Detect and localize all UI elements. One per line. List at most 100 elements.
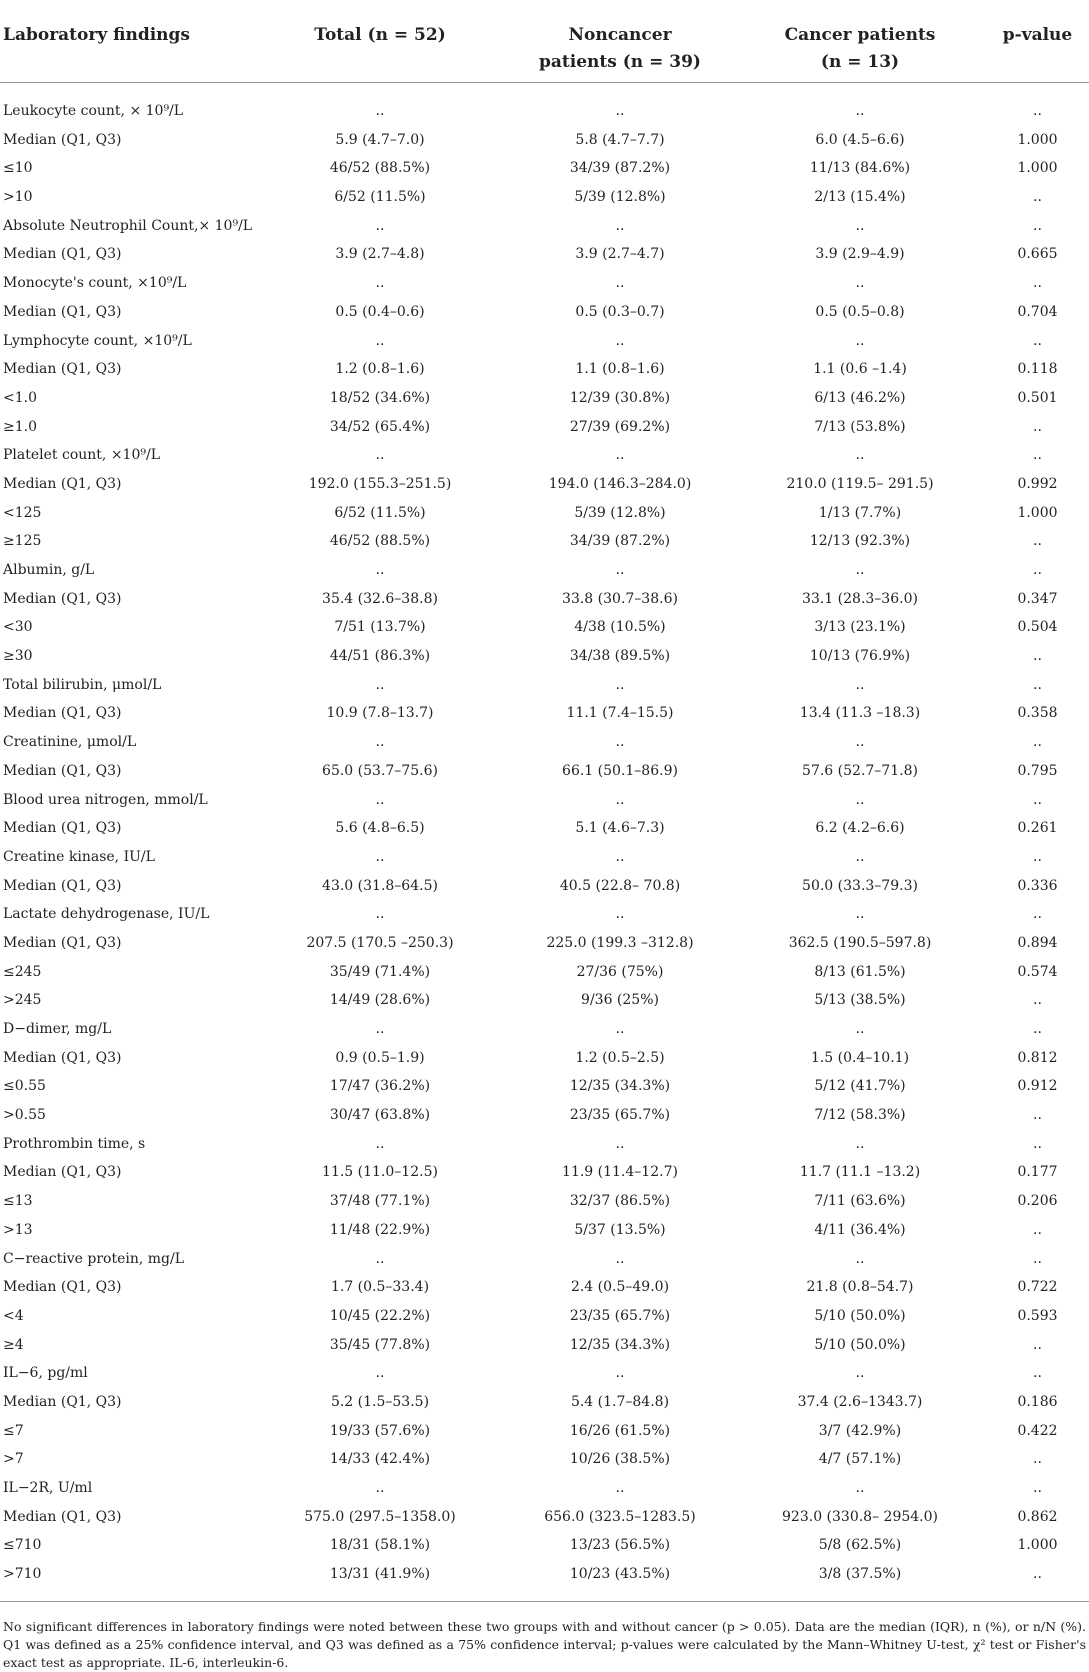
cell-p-value: .. xyxy=(1033,1365,1042,1382)
cell-cancer: 2/13 (15.4%) xyxy=(814,189,906,206)
cell-cancer: .. xyxy=(855,906,865,923)
cell-p-value: 0.504 xyxy=(1017,619,1058,636)
cell-noncancer: .. xyxy=(615,332,625,349)
cell-p-value: 0.206 xyxy=(1017,1193,1058,1210)
row-label: Median (Q1, Q3) xyxy=(3,303,122,320)
cell-cancer: 210.0 (119.5– 291.5) xyxy=(786,475,934,492)
cell-cancer: 3/13 (23.1%) xyxy=(814,619,906,636)
table-row: >245 14/49 (28.6%) 9/36 (25%) 5/13 (38.5%).… xyxy=(0,986,1089,1015)
cell-noncancer: 1.2 (0.5–2.5) xyxy=(575,1049,665,1066)
cell-noncancer: 27/36 (75%) xyxy=(576,963,664,980)
table-row: >0.55 30/47 (63.8%) 23/35 (65.7%) 7/12 (58.… xyxy=(0,1101,1089,1130)
row-label: Median (Q1, Q3) xyxy=(3,820,122,837)
table-row: Median (Q1, Q3) 5.6 (4.8–6.5) 5.1 (4.6–7.3… xyxy=(0,814,1089,843)
cell-cancer: .. xyxy=(855,791,865,808)
cell-total: 5.6 (4.8–6.5) xyxy=(335,820,425,837)
table-row: Median (Q1, Q3) 0.5 (0.4–0.6) 0.5 (0.3–0.7… xyxy=(0,298,1089,327)
cell-total: .. xyxy=(375,676,385,693)
cell-noncancer: 13/23 (56.5%) xyxy=(569,1537,671,1554)
cell-noncancer: 23/35 (65.7%) xyxy=(569,1307,671,1324)
row-label: ≤0.55 xyxy=(3,1078,46,1095)
row-label: <1.0 xyxy=(3,389,37,406)
row-label: Median (Q1, Q3) xyxy=(3,934,122,951)
cell-total: .. xyxy=(375,791,385,808)
cell-p-value: 0.261 xyxy=(1017,820,1058,837)
table-row: Median (Q1, Q3) 192.0 (155.3–251.5) 194.0 … xyxy=(0,470,1089,499)
cell-noncancer: .. xyxy=(615,676,625,693)
cell-p-value: .. xyxy=(1033,734,1042,751)
table-row: ≤710 18/31 (58.1%) 13/23 (56.5%) 5/8 (62.5%… xyxy=(0,1531,1089,1560)
table-row: ≤245 35/49 (71.4%) 27/36 (75%) 8/13 (61.5%)… xyxy=(0,958,1089,987)
cell-total: .. xyxy=(375,103,385,119)
cell-p-value: 1.000 xyxy=(1017,160,1058,177)
cell-noncancer: 11.9 (11.4–12.7) xyxy=(562,1164,678,1181)
cell-noncancer: .. xyxy=(615,1365,625,1382)
cell-total: 10.9 (7.8–13.7) xyxy=(326,705,434,722)
lab-findings-table: Laboratory findings Total (n = 52) Nonca… xyxy=(0,12,1089,1672)
cell-p-value: .. xyxy=(1033,848,1042,865)
cell-total: 5.9 (4.7–7.0) xyxy=(335,131,425,148)
cell-cancer: 3/8 (37.5%) xyxy=(818,1566,902,1583)
cell-cancer: .. xyxy=(855,447,865,464)
cell-p-value: 0.422 xyxy=(1017,1422,1058,1439)
cell-cancer: .. xyxy=(855,332,865,349)
cell-noncancer: 16/26 (61.5%) xyxy=(569,1422,671,1439)
header-noncancer: Noncancer patients (n = 39) xyxy=(505,22,735,76)
table-row: C−reactive protein, mg/L........ xyxy=(0,1245,1089,1274)
cell-p-value: .. xyxy=(1033,1336,1042,1353)
cell-total: 35/45 (77.8%) xyxy=(329,1336,431,1353)
cell-p-value: 0.574 xyxy=(1017,963,1058,980)
cell-noncancer: 32/37 (86.5%) xyxy=(569,1193,671,1210)
cell-total: .. xyxy=(375,734,385,751)
cell-total: 35/49 (71.4%) xyxy=(329,963,431,980)
row-label: ≤7 xyxy=(3,1422,24,1439)
cell-p-value: .. xyxy=(1033,275,1042,292)
header-noncancer-line1: Noncancer xyxy=(568,25,672,45)
cell-p-value: .. xyxy=(1033,418,1042,435)
cell-p-value: .. xyxy=(1033,217,1042,234)
cell-p-value: 1.000 xyxy=(1017,1537,1058,1554)
cell-noncancer: 12/39 (30.8%) xyxy=(569,389,671,406)
table-row: ≤10 46/52 (88.5%) 34/39 (87.2%) 11/13 (84.6… xyxy=(0,154,1089,183)
row-label: Creatine kinase, IU/L xyxy=(3,848,155,865)
cell-cancer: 11.7 (11.1 –13.2) xyxy=(799,1164,921,1181)
cell-p-value: .. xyxy=(1033,1135,1042,1152)
cell-p-value: .. xyxy=(1033,447,1042,464)
table-row: Median (Q1, Q3) 0.9 (0.5–1.9) 1.2 (0.5–2.5… xyxy=(0,1044,1089,1073)
cell-total: 13/31 (41.9%) xyxy=(329,1566,431,1583)
cell-total: .. xyxy=(375,332,385,349)
cell-cancer: 1.1 (0.6 –1.4) xyxy=(813,361,907,378)
cell-cancer: .. xyxy=(855,1135,865,1152)
row-label: >7 xyxy=(3,1451,24,1468)
cell-p-value: .. xyxy=(1033,189,1042,206)
cell-noncancer: 33.8 (30.7–38.6) xyxy=(562,590,678,607)
cell-total: 19/33 (57.6%) xyxy=(329,1422,431,1439)
cell-cancer: .. xyxy=(855,676,865,693)
cell-cancer: 362.5 (190.5–597.8) xyxy=(788,934,932,951)
table-row: <30 7/51 (13.7%) 4/38 (10.5%) 3/13 (23.1%) 0… xyxy=(0,613,1089,642)
row-label: >0.55 xyxy=(3,1107,46,1124)
cell-p-value: 0.186 xyxy=(1017,1393,1058,1410)
cell-noncancer: 3.9 (2.7–4.7) xyxy=(575,246,665,263)
cell-total: 18/31 (58.1%) xyxy=(329,1537,431,1554)
cell-noncancer: 2.4 (0.5–49.0) xyxy=(570,1279,670,1296)
cell-p-value: .. xyxy=(1033,332,1042,349)
cell-cancer: 923.0 (330.8– 2954.0) xyxy=(782,1508,938,1525)
cell-p-value: 0.177 xyxy=(1017,1164,1058,1181)
cell-cancer: 13.4 (11.3 –18.3) xyxy=(799,705,921,722)
row-label: Median (Q1, Q3) xyxy=(3,705,122,722)
row-label: Creatinine, μmol/L xyxy=(3,734,137,751)
table-row: Lactate dehydrogenase, IU/L........ xyxy=(0,900,1089,929)
cell-cancer: 5/8 (62.5%) xyxy=(818,1537,902,1554)
table-row: ≤13 37/48 (77.1%) 32/37 (86.5%) 7/11 (63.6%… xyxy=(0,1187,1089,1216)
cell-p-value: 0.336 xyxy=(1017,877,1058,894)
cell-noncancer: .. xyxy=(615,217,625,234)
cell-p-value: .. xyxy=(1033,1021,1042,1037)
cell-noncancer: 12/35 (34.3%) xyxy=(569,1336,671,1353)
cell-noncancer: 10/26 (38.5%) xyxy=(569,1451,671,1468)
header-total: Total (n = 52) xyxy=(314,25,446,45)
cell-total: 575.0 (297.5–1358.0) xyxy=(304,1508,456,1525)
cell-p-value: .. xyxy=(1033,533,1042,550)
cell-total: 192.0 (155.3–251.5) xyxy=(308,475,452,492)
table-row: Median (Q1, Q3) 5.9 (4.7–7.0) 5.8 (4.7–7.7… xyxy=(0,126,1089,155)
